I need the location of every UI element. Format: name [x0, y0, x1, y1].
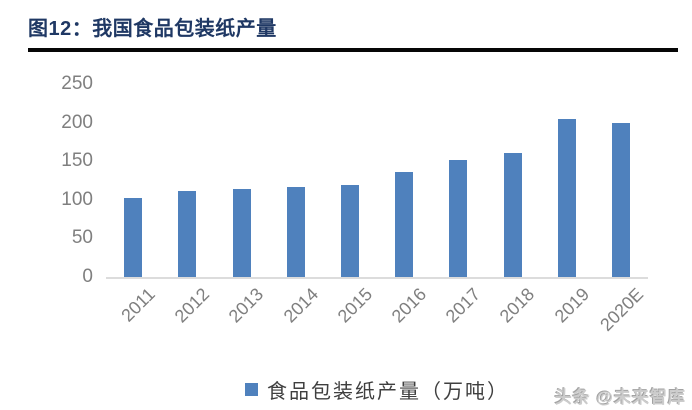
- legend-swatch-icon: [245, 382, 258, 396]
- y-tick-label: 100: [61, 188, 93, 210]
- x-tick-label: 2014: [279, 284, 322, 327]
- plot-area: [106, 84, 648, 279]
- x-tick-label: 2011: [117, 284, 160, 326]
- x-tick-label: 2020E: [596, 284, 648, 335]
- x-tick-label: 2018: [496, 284, 539, 327]
- y-tick-label: 0: [82, 266, 93, 287]
- figure-title: 图12：我国食品包装纸产量: [28, 18, 277, 40]
- y-tick-label: 150: [61, 150, 93, 172]
- bar-2016: [395, 172, 414, 277]
- y-tick-label: 250: [61, 73, 93, 94]
- bar-2013: [232, 189, 251, 277]
- x-tick-label: 2019: [550, 284, 593, 327]
- bar-2018: [503, 152, 522, 277]
- bar-2019: [557, 118, 576, 277]
- bar-2020E: [611, 122, 630, 277]
- bar-2012: [178, 191, 197, 277]
- watermark: 头条 @未来智库: [554, 388, 686, 407]
- x-tick-label: 2016: [387, 284, 431, 327]
- x-tick-label: 2015: [333, 284, 377, 327]
- bar-2011: [124, 198, 143, 277]
- title-rule: [28, 48, 678, 52]
- y-tick-label: 200: [61, 111, 93, 133]
- y-tick-label: 50: [71, 227, 93, 249]
- x-tick-label: 2013: [225, 284, 268, 327]
- bar-2014: [286, 187, 305, 277]
- legend: 食品包装纸产量（万吨）: [106, 377, 648, 403]
- bar-2015: [340, 185, 359, 277]
- legend-label: 食品包装纸产量（万吨）: [267, 380, 509, 403]
- bar-2017: [449, 159, 468, 277]
- x-tick-label: 2012: [170, 284, 214, 327]
- x-tick-label: 2017: [441, 284, 485, 327]
